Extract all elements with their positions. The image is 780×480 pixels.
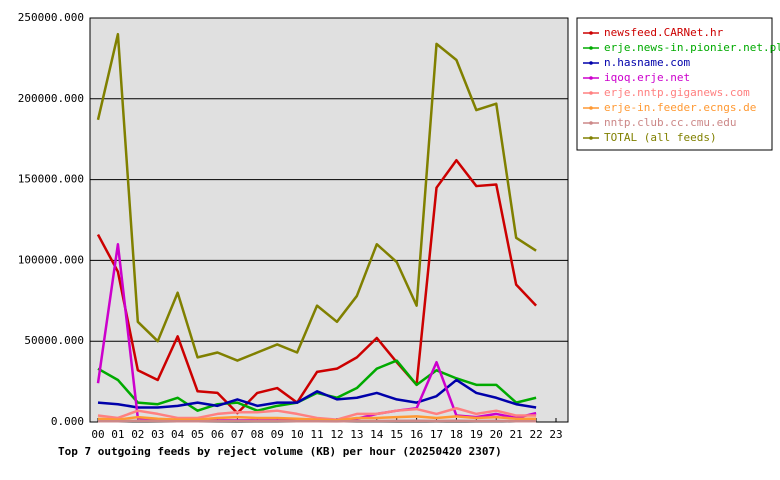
x-tick-label: 12 [330,428,343,441]
y-tick-label: 150000.000 [18,173,84,186]
x-tick-label: 03 [151,428,164,441]
legend-marker [589,61,593,65]
legend-marker [589,136,593,140]
x-tick-label: 06 [211,428,224,441]
legend-label: erje.news-in.pionier.net.pl [604,41,780,54]
legend-label: iqoq.erje.net [604,71,690,84]
legend-label: erje-in.feeder.ecngs.de [604,101,756,114]
legend-marker [589,46,593,50]
series-line [96,32,537,362]
x-tick-label: 10 [291,428,304,441]
series-line [97,407,537,421]
x-tick-label: 20 [490,428,503,441]
y-tick-label: 200000.000 [18,92,84,105]
legend-label: nntp.club.cc.cmu.edu [604,116,736,129]
plot-background [90,18,568,422]
series-line [97,415,537,422]
x-tick-label: 04 [171,428,185,441]
x-tick-label: 09 [271,428,284,441]
x-tick-label: 23 [549,428,562,441]
x-tick-label: 19 [470,428,483,441]
legend-label: newsfeed.CARNet.hr [604,26,724,39]
x-tick-label: 14 [370,428,384,441]
series-line [96,158,537,415]
x-tick-label: 18 [450,428,463,441]
y-tick-label: 0.000 [51,415,84,428]
x-tick-label: 21 [510,428,523,441]
y-tick-label: 100000.000 [18,253,84,266]
legend-marker [589,121,593,125]
legend-marker [589,106,593,110]
x-tick-label: 13 [350,428,363,441]
legend-marker [589,31,593,35]
chart-title: Top 7 outgoing feeds by reject volume (K… [58,445,502,458]
x-tick-label: 11 [310,428,323,441]
legend-label: TOTAL (all feeds) [604,131,717,144]
x-tick-label: 16 [410,428,423,441]
x-tick-label: 02 [131,428,144,441]
legend-label: erje.nntp.giganews.com [604,86,750,99]
x-tick-label: 07 [231,428,244,441]
series-line [97,359,537,412]
x-tick-label: 17 [430,428,443,441]
legend-label: n.hasname.com [604,56,690,69]
x-tick-label: 01 [111,428,124,441]
legend-marker [589,76,593,80]
x-tick-label: 22 [529,428,542,441]
legend-box [576,17,773,151]
x-tick-label: 15 [390,428,403,441]
y-tick-label: 250000.000 [18,11,84,24]
x-tick-label: 00 [91,428,104,441]
x-tick-label: 08 [251,428,264,441]
legend-marker [589,91,593,95]
series-line [97,378,537,409]
y-tick-label: 50000.000 [24,334,84,347]
series-line [98,419,537,423]
x-tick-label: 05 [191,428,204,441]
